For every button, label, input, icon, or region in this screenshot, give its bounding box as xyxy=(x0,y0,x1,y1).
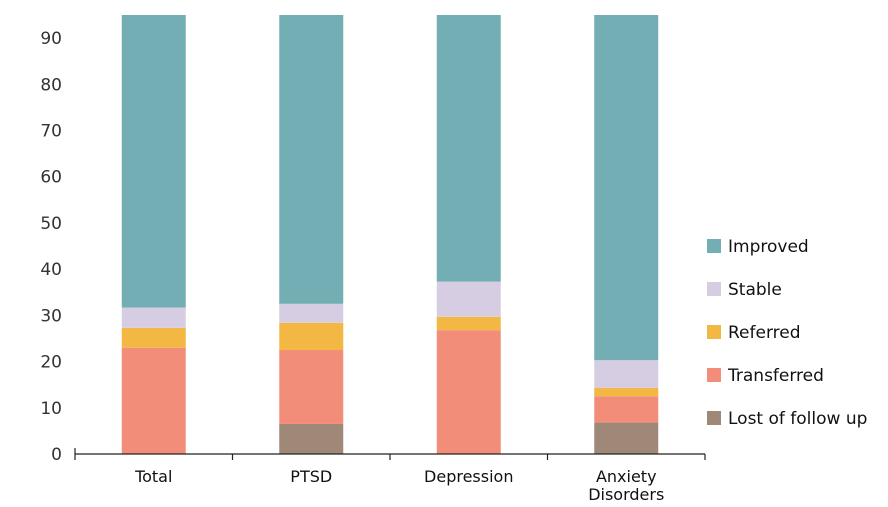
bar-segment xyxy=(121,347,186,454)
legend: Improved Stable Referred Transferred Lost of… xyxy=(707,237,867,429)
y-axis-ticks: 0 10 20 30 40 50 60 70 80 90 xyxy=(40,29,62,465)
y-tick-label: 0 xyxy=(51,445,62,465)
bar-segment xyxy=(594,15,659,361)
y-tick-label: 70 xyxy=(40,122,62,142)
bar-segment xyxy=(279,423,344,454)
bar-stacks xyxy=(121,15,659,454)
legend-swatch xyxy=(707,325,721,339)
legend-swatch xyxy=(707,282,721,296)
bar-segment xyxy=(594,387,659,397)
bar-segment xyxy=(121,327,186,348)
bar-stack xyxy=(121,15,186,454)
legend-label: Referred xyxy=(728,323,801,343)
legend-swatch xyxy=(707,368,721,382)
bar-segment xyxy=(121,307,186,328)
bar-segment xyxy=(594,360,659,388)
bar-segment xyxy=(279,303,344,323)
bar-segment xyxy=(279,322,344,351)
y-tick-label: 30 xyxy=(40,306,62,326)
y-tick-label: 60 xyxy=(40,168,62,188)
legend-item: Stable xyxy=(707,280,782,300)
y-tick-label: 40 xyxy=(40,260,62,280)
legend-label: Stable xyxy=(728,280,782,300)
y-tick-label: 80 xyxy=(40,75,62,95)
x-tick-label: Anxiety Disorders xyxy=(588,467,664,504)
bar-segment xyxy=(436,316,501,331)
legend-swatch xyxy=(707,239,721,253)
bar-stack xyxy=(279,15,344,454)
x-tick-label: Depression xyxy=(424,467,513,486)
bar-segment xyxy=(436,15,501,282)
legend-label: Transferred xyxy=(727,366,824,386)
legend-swatch xyxy=(707,411,721,425)
bar-segment xyxy=(436,330,501,454)
y-tick-label: 10 xyxy=(40,399,62,419)
x-tick-label: PTSD xyxy=(290,467,332,486)
bar-segment xyxy=(121,15,186,308)
legend-label: Improved xyxy=(728,237,809,257)
y-tick-label: 90 xyxy=(40,29,62,49)
bar-segment xyxy=(594,396,659,423)
y-tick-label: 50 xyxy=(40,214,62,234)
bar-stack xyxy=(436,15,501,454)
bar-segment xyxy=(279,15,344,304)
axes xyxy=(74,448,706,460)
bar-segment xyxy=(279,350,344,424)
y-tick-label: 20 xyxy=(40,353,62,373)
legend-label: Lost of follow up xyxy=(728,409,867,429)
bar-stack xyxy=(594,15,659,454)
bar-segment xyxy=(436,281,501,317)
bar-segment xyxy=(594,422,659,454)
x-axis-ticks: Total PTSD Depression Anxiety Disorders xyxy=(134,467,664,504)
legend-item: Referred xyxy=(707,323,801,343)
legend-item: Transferred xyxy=(707,366,824,386)
legend-item: Improved xyxy=(707,237,809,257)
legend-item: Lost of follow up xyxy=(707,409,867,429)
x-tick-label: Total xyxy=(134,467,172,486)
